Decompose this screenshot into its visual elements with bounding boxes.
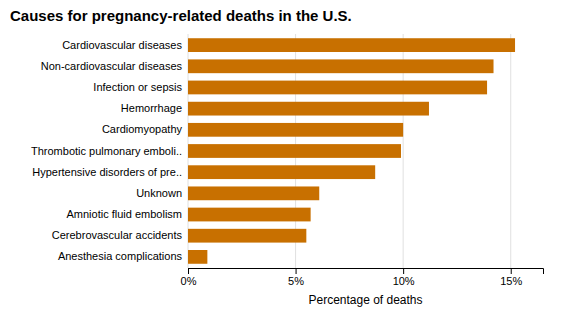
bar [188,165,375,179]
x-tick: 15% [500,268,522,287]
x-axis-line [189,269,544,275]
bar [188,123,403,137]
chart: 0% 5% 10% 15% Anesthesia complications Cerebr… [0,0,565,314]
x-tick-mark [403,268,404,274]
x-axis-title: Percentage of deaths [308,293,422,307]
x-tick: 10% [393,268,415,287]
y-tick: Cerebrovascular accidents [52,229,188,241]
grid-line [510,34,511,268]
y-tick-label: Unknown [136,187,182,199]
title: Causes for pregnancy-related deaths in t… [10,7,352,24]
y-tick-label: Cardiovascular diseases [62,39,182,51]
bar [188,102,429,116]
y-tick: Anesthesia complications [58,250,188,262]
y-tick: Hemorrhage [121,102,188,114]
bar [188,250,207,264]
bar [188,208,311,222]
y-tick: Cardiovascular diseases [62,39,188,51]
bar [188,144,401,158]
y-tick-label: Hemorrhage [121,102,182,114]
x-tick-label: 0% [181,275,197,287]
grid [188,34,511,268]
y-tick: Unknown [136,187,188,199]
y-tick-label: Non-cardiovascular diseases [41,60,183,72]
x-tick-mark [511,268,512,274]
y-tick: Non-cardiovascular diseases [41,60,188,72]
x-tick-mark [296,268,297,274]
y-tick-label: Hypertensive disorders of pre.. [32,166,182,178]
y-tick-label: Cerebrovascular accidents [52,229,183,241]
x-tick-label: 15% [500,275,522,287]
y-tick-label: Anesthesia complications [58,250,183,262]
y-tick-label: Infection or sepsis [93,81,182,93]
x-tick-label: 10% [393,275,415,287]
bar [188,59,494,73]
bar [188,38,515,52]
x-tick: 5% [288,268,304,287]
bar [188,186,319,200]
bar [188,81,487,95]
x-tick: 0% [181,268,197,287]
x-axis: 0% 5% 10% 15% [181,268,544,287]
y-tick: Thrombotic pulmonary emboli.. [31,145,188,157]
y-tick-label: Thrombotic pulmonary emboli.. [31,145,182,157]
bars [188,38,515,264]
y-tick: Infection or sepsis [93,81,188,93]
y-tick: Amniotic fluid embolism [66,208,188,220]
plot-area: 0% 5% 10% 15% Anesthesia complications Cerebr… [31,34,544,287]
x-tick-label: 5% [288,275,304,287]
y-tick: Cardiomyopathy [102,123,188,135]
bar [188,229,306,243]
y-tick-label: Cardiomyopathy [102,123,183,135]
x-tick-mark [188,268,189,274]
y-axis: Anesthesia complications Cerebrovascular … [31,39,188,263]
y-tick: Hypertensive disorders of pre.. [32,166,188,178]
y-tick-label: Amniotic fluid embolism [66,208,182,220]
